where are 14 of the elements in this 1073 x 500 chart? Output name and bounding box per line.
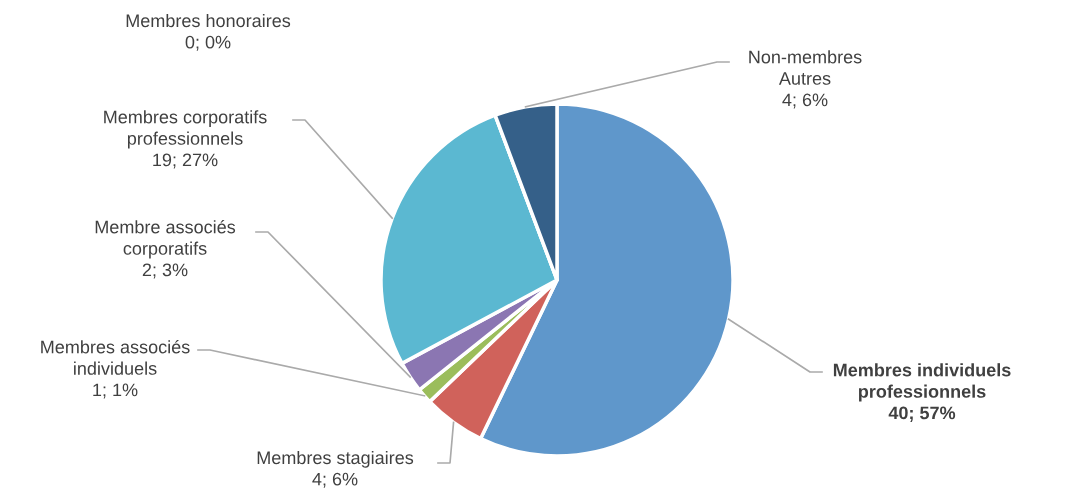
slice-label: Membres associés individuels [41,339,190,375]
data-label: 2; 3% [142,263,188,279]
text: 0; 0% [185,35,231,51]
data-label: 40; 57% [888,406,956,422]
category-label: Membres honoraires [126,13,291,28]
slice-label: Membres stagiaires [257,450,414,468]
data-label: 1; 1% [93,383,138,399]
data-label: 19; 27% [153,153,218,169]
data-label: 4; 6% [782,93,828,109]
slice-label: Membre associés corporatifs [95,219,236,259]
slice-label: Membres individuels professionnels [833,363,1011,402]
data-label: 4; 6% [312,472,358,488]
slice-label: Non-membres Autres [749,50,862,85]
slice-label: Membres corporatifs professionnels [104,110,267,149]
